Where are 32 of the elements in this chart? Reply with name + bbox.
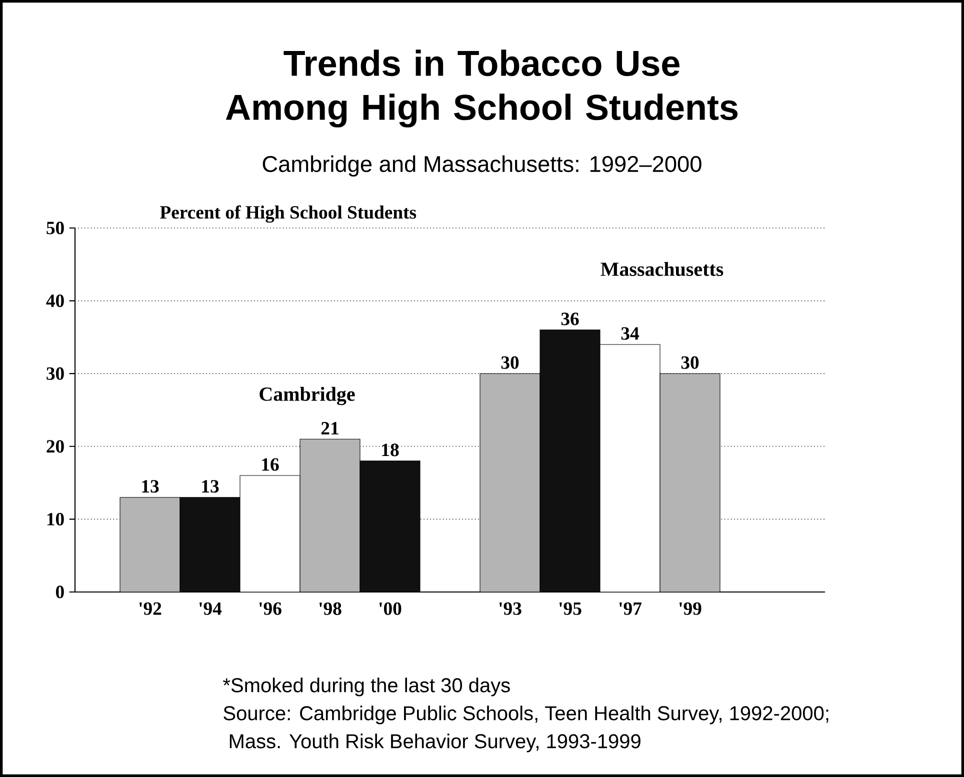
x-tick-label: '98 xyxy=(320,602,342,615)
x-tick-label: '99 xyxy=(680,602,702,615)
y-tick-label: 20 xyxy=(46,440,64,453)
x-tick-label: '94 xyxy=(200,602,222,615)
x-tick-label: '96 xyxy=(260,602,282,615)
chart-subtitle: Cambridge and Massachusetts: 1992–2000 xyxy=(262,155,702,177)
data-label: 30 xyxy=(501,356,519,369)
data-label: 13 xyxy=(142,480,159,493)
y-tick-label: 0 xyxy=(56,586,64,598)
y-tick-label: 30 xyxy=(46,367,64,380)
x-tick-label: '95 xyxy=(560,602,582,615)
y-tick-label: 10 xyxy=(47,512,64,526)
x-tick-label: '93 xyxy=(500,602,522,615)
text: *Smoked during the last 30 days xyxy=(223,678,510,696)
y-axis-title: Percent of High School Students xyxy=(160,205,416,223)
data-label: 13 xyxy=(202,480,219,493)
data-label: 18 xyxy=(382,444,399,456)
data-label: 16 xyxy=(262,458,279,471)
data-label: 36 xyxy=(561,312,579,326)
annotation: Cambridge xyxy=(260,386,355,406)
x-tick-label: '97 xyxy=(620,602,642,615)
source-note: Source: Cambridge Public Schools, Teen Health Survey, 1992-2000; xyxy=(224,706,828,724)
annotation: Massachusetts xyxy=(600,262,724,276)
text: Mass. Youth Risk Behavior Survey, 1993-1999 xyxy=(230,734,640,752)
y-tick-label: 40 xyxy=(46,294,64,308)
y-tick-label: 50 xyxy=(46,222,64,234)
data-label: 30 xyxy=(681,356,699,369)
chart-title: Trends in Tobacco Use Among High School Students xyxy=(226,50,738,128)
x-tick-label: '00 xyxy=(380,602,402,615)
x-tick-label: '92 xyxy=(140,602,162,615)
data-label: 34 xyxy=(621,327,639,340)
data-label: 21 xyxy=(321,422,338,434)
